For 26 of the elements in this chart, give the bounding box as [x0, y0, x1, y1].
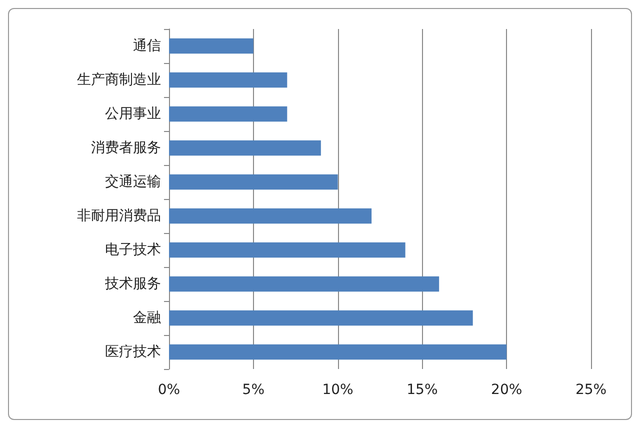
y-tick-label: 消费者服务 [91, 140, 161, 156]
x-tick-label: 15% [406, 382, 438, 398]
bar [169, 106, 288, 122]
y-tick-label: 医疗技术 [105, 344, 161, 360]
bar [169, 344, 507, 360]
y-tick-label: 金融 [133, 310, 161, 326]
bar [169, 174, 338, 190]
y-tick-label: 公用事业 [105, 106, 161, 122]
y-tick-label: 非耐用消费品 [77, 208, 161, 224]
x-tick-label: 5% [242, 382, 265, 398]
x-tick-label: 0% [158, 382, 180, 398]
bar [169, 72, 288, 88]
bar [169, 208, 372, 224]
bar [169, 38, 254, 54]
y-tick-label: 通信 [133, 38, 161, 54]
y-tick-label: 交通运输 [105, 174, 161, 190]
y-tick-label: 生产商制造业 [77, 72, 161, 88]
bar [169, 242, 406, 258]
y-tick-label: 技术服务 [104, 276, 161, 292]
bar [169, 310, 473, 326]
bar [169, 276, 440, 292]
x-tick-label: 25% [575, 382, 607, 398]
x-tick-label: 10% [322, 382, 354, 398]
bar [169, 140, 321, 156]
y-tick-label: 电子技术 [105, 242, 161, 258]
x-tick-label: 20% [491, 382, 522, 398]
